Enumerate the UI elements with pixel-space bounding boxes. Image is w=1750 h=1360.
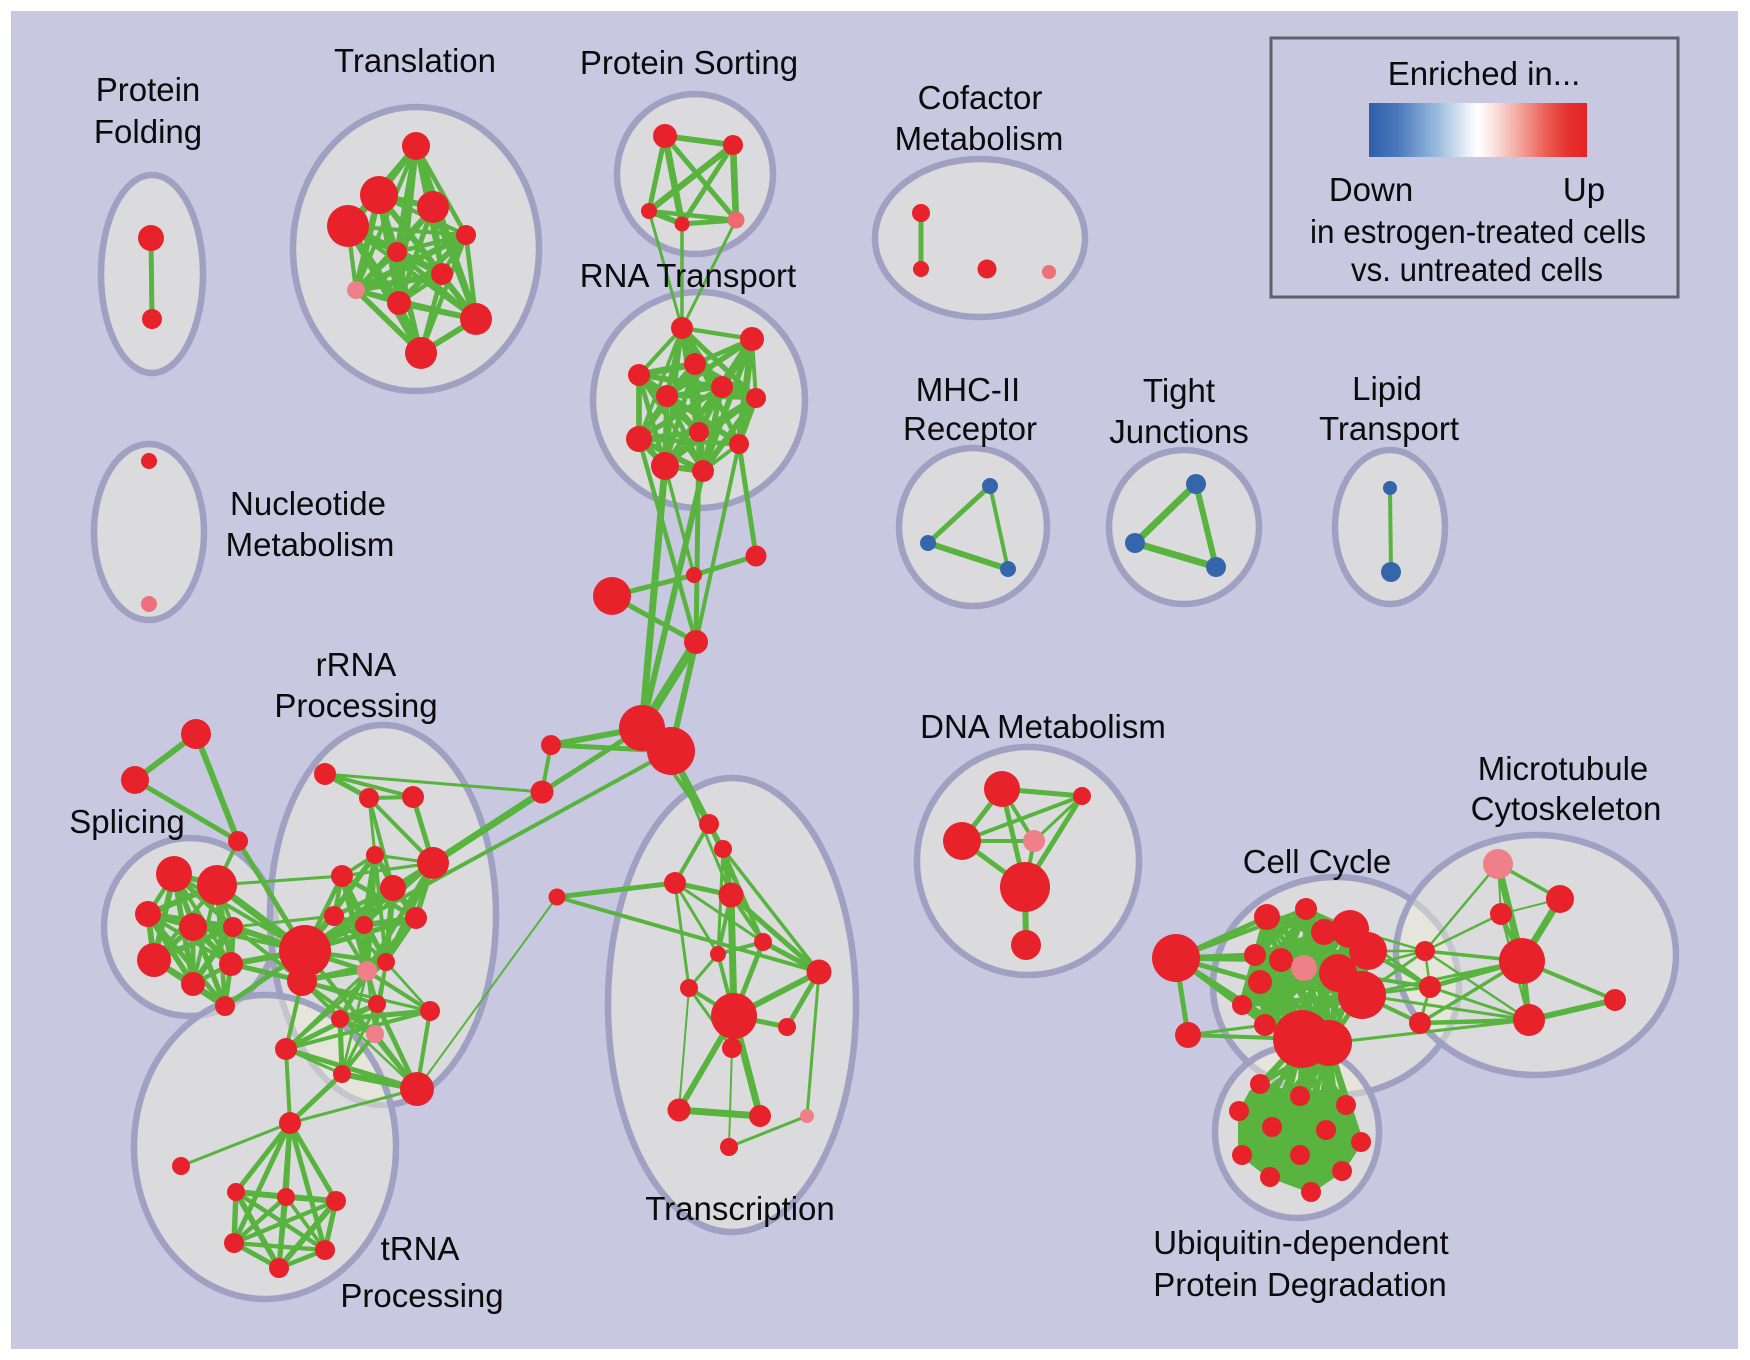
svg-text:rRNA: rRNA bbox=[316, 646, 397, 683]
svg-text:Enriched in...: Enriched in... bbox=[1388, 55, 1581, 92]
svg-text:Splicing: Splicing bbox=[69, 803, 185, 840]
svg-text:Cell Cycle: Cell Cycle bbox=[1243, 843, 1392, 880]
svg-text:RNA Transport: RNA Transport bbox=[580, 257, 796, 294]
svg-text:Cytoskeleton: Cytoskeleton bbox=[1471, 790, 1662, 827]
svg-text:Translation: Translation bbox=[334, 42, 496, 79]
svg-text:Protein Degradation: Protein Degradation bbox=[1153, 1266, 1447, 1303]
svg-text:Protein Sorting: Protein Sorting bbox=[580, 44, 798, 81]
svg-text:Folding: Folding bbox=[94, 113, 202, 150]
svg-text:DNA Metabolism: DNA Metabolism bbox=[920, 708, 1166, 745]
svg-text:Cofactor: Cofactor bbox=[918, 79, 1043, 116]
svg-text:tRNA: tRNA bbox=[381, 1230, 460, 1267]
svg-text:Receptor: Receptor bbox=[903, 410, 1037, 447]
svg-text:Ubiquitin-dependent: Ubiquitin-dependent bbox=[1153, 1224, 1448, 1261]
svg-text:Lipid: Lipid bbox=[1352, 370, 1422, 407]
svg-text:Metabolism: Metabolism bbox=[226, 526, 395, 563]
svg-text:vs. untreated cells: vs. untreated cells bbox=[1351, 251, 1603, 288]
svg-text:Transport: Transport bbox=[1319, 410, 1459, 447]
svg-text:Protein: Protein bbox=[96, 71, 201, 108]
svg-text:MHC-II: MHC-II bbox=[916, 371, 1020, 408]
svg-text:Processing: Processing bbox=[340, 1277, 503, 1314]
svg-text:Processing: Processing bbox=[274, 687, 437, 724]
svg-text:Up: Up bbox=[1563, 171, 1605, 208]
svg-text:Tight: Tight bbox=[1143, 372, 1215, 409]
svg-text:Junctions: Junctions bbox=[1109, 413, 1248, 450]
svg-text:Metabolism: Metabolism bbox=[895, 120, 1064, 157]
svg-text:Microtubule: Microtubule bbox=[1478, 750, 1649, 787]
svg-text:in estrogen-treated cells: in estrogen-treated cells bbox=[1310, 213, 1646, 250]
svg-text:Nucleotide: Nucleotide bbox=[230, 485, 386, 522]
svg-text:Transcription: Transcription bbox=[645, 1190, 835, 1227]
svg-text:Down: Down bbox=[1329, 171, 1413, 208]
